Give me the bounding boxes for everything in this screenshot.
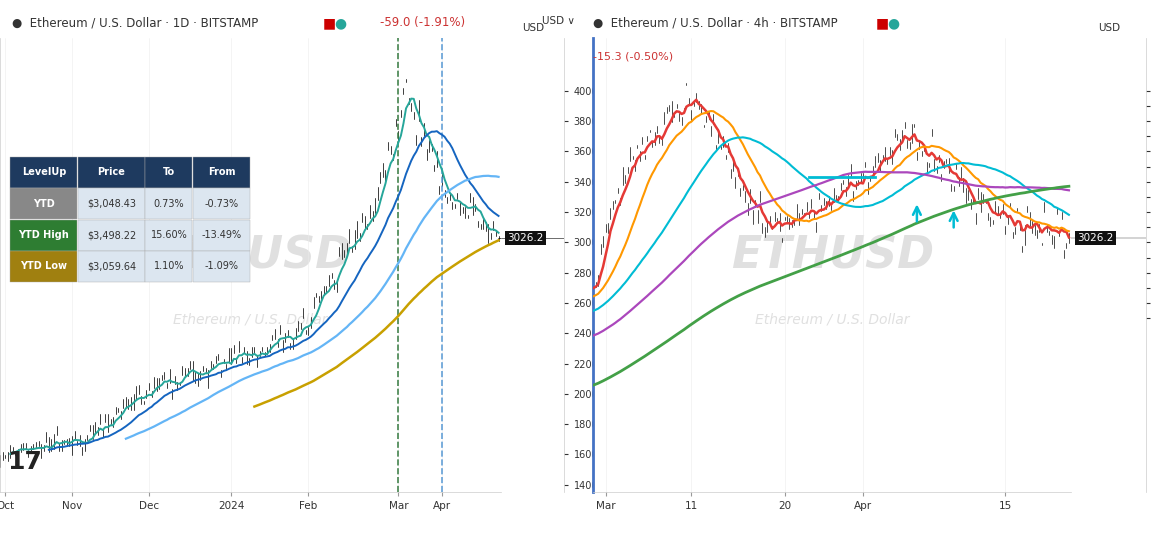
FancyBboxPatch shape (145, 220, 192, 250)
Text: From: From (209, 167, 235, 177)
Text: $3,059.64: $3,059.64 (86, 261, 136, 272)
Text: 3026.2: 3026.2 (507, 233, 544, 243)
FancyBboxPatch shape (192, 251, 250, 282)
Text: Price: Price (98, 167, 126, 177)
FancyBboxPatch shape (145, 188, 192, 219)
FancyBboxPatch shape (77, 251, 145, 282)
Text: -13.49%: -13.49% (202, 230, 242, 240)
Text: 0.73%: 0.73% (154, 199, 184, 209)
FancyBboxPatch shape (77, 188, 145, 219)
Text: YTD High: YTD High (18, 230, 69, 240)
FancyBboxPatch shape (145, 157, 192, 188)
Text: Ethereum / U.S. Dollar: Ethereum / U.S. Dollar (173, 313, 328, 327)
Text: 15.60%: 15.60% (151, 230, 188, 240)
FancyBboxPatch shape (10, 157, 77, 188)
Text: -1.09%: -1.09% (205, 261, 238, 272)
Text: ■: ■ (323, 16, 335, 30)
Text: Ethereum / U.S. Dollar: Ethereum / U.S. Dollar (755, 313, 910, 327)
Text: ●  Ethereum / U.S. Dollar · 4h · BITSTAMP: ● Ethereum / U.S. Dollar · 4h · BITSTAMP (593, 16, 838, 29)
Text: YTD Low: YTD Low (21, 261, 67, 272)
FancyBboxPatch shape (10, 220, 77, 250)
Text: $3,498.22: $3,498.22 (86, 230, 136, 240)
FancyBboxPatch shape (77, 157, 145, 188)
Text: $3,048.43: $3,048.43 (88, 199, 136, 209)
Text: ●: ● (887, 16, 900, 30)
Text: 1.10%: 1.10% (154, 261, 184, 272)
FancyBboxPatch shape (145, 251, 192, 282)
Text: To: To (164, 167, 175, 177)
Text: YTD: YTD (33, 199, 55, 209)
FancyBboxPatch shape (10, 251, 77, 282)
Text: -0.73%: -0.73% (205, 199, 238, 209)
Text: ETHUSD: ETHUSD (149, 234, 353, 278)
Text: 17: 17 (8, 450, 43, 474)
Text: USD: USD (1098, 23, 1120, 34)
Text: -59.0 (-1.91%): -59.0 (-1.91%) (380, 16, 465, 29)
FancyBboxPatch shape (192, 157, 250, 188)
Text: LevelUp: LevelUp (22, 167, 66, 177)
Text: ●: ● (334, 16, 347, 30)
FancyBboxPatch shape (192, 188, 250, 219)
Text: ■: ■ (876, 16, 888, 30)
Text: ●  Ethereum / U.S. Dollar · 1D · BITSTAMP: ● Ethereum / U.S. Dollar · 1D · BITSTAMP (12, 16, 258, 29)
Text: 3026.2: 3026.2 (1077, 233, 1114, 243)
FancyBboxPatch shape (10, 188, 77, 219)
Text: USD ∨: USD ∨ (541, 16, 575, 26)
Text: USD: USD (522, 23, 544, 34)
FancyBboxPatch shape (192, 220, 250, 250)
Text: -15.3 (-0.50%): -15.3 (-0.50%) (593, 51, 674, 61)
FancyBboxPatch shape (77, 220, 145, 250)
Text: ETHUSD: ETHUSD (730, 234, 934, 278)
